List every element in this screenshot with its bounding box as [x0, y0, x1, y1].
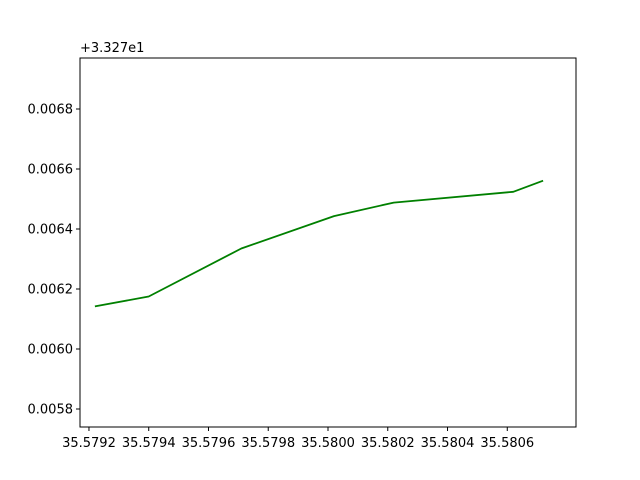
x-tick-label: 35.5802 — [361, 436, 415, 451]
y-tick-label: 0.0064 — [28, 223, 74, 238]
y-tick-label: 0.0062 — [28, 283, 74, 298]
x-tick-label: 35.5804 — [421, 436, 475, 451]
x-axis-ticks: 35.5792 35.5794 35.5796 35.5798 35.5800 35.58… — [62, 427, 534, 451]
series-line — [94, 179, 544, 308]
x-tick-label: 35.5794 — [122, 436, 176, 451]
plot-area-frame — [79, 57, 577, 428]
x-tick-label: 35.5798 — [241, 436, 295, 451]
x-tick-label: 35.5796 — [182, 436, 236, 451]
y-axis-ticks: 0.0058 0.0060 0.0062 0.0064 0.0066 0.0068 — [28, 103, 80, 418]
series-layer — [94, 179, 544, 308]
y-tick-label: 0.0066 — [28, 163, 74, 178]
y-tick-label: 0.0058 — [28, 403, 74, 418]
x-tick-label: 35.5800 — [301, 436, 355, 451]
y-axis-offset-label: +3.327e1 — [80, 41, 144, 56]
x-tick-label: 35.5806 — [480, 436, 534, 451]
y-tick-label: 0.0068 — [28, 103, 74, 118]
y-tick-label: 0.0060 — [28, 343, 74, 358]
x-tick-label: 35.5792 — [62, 436, 116, 451]
